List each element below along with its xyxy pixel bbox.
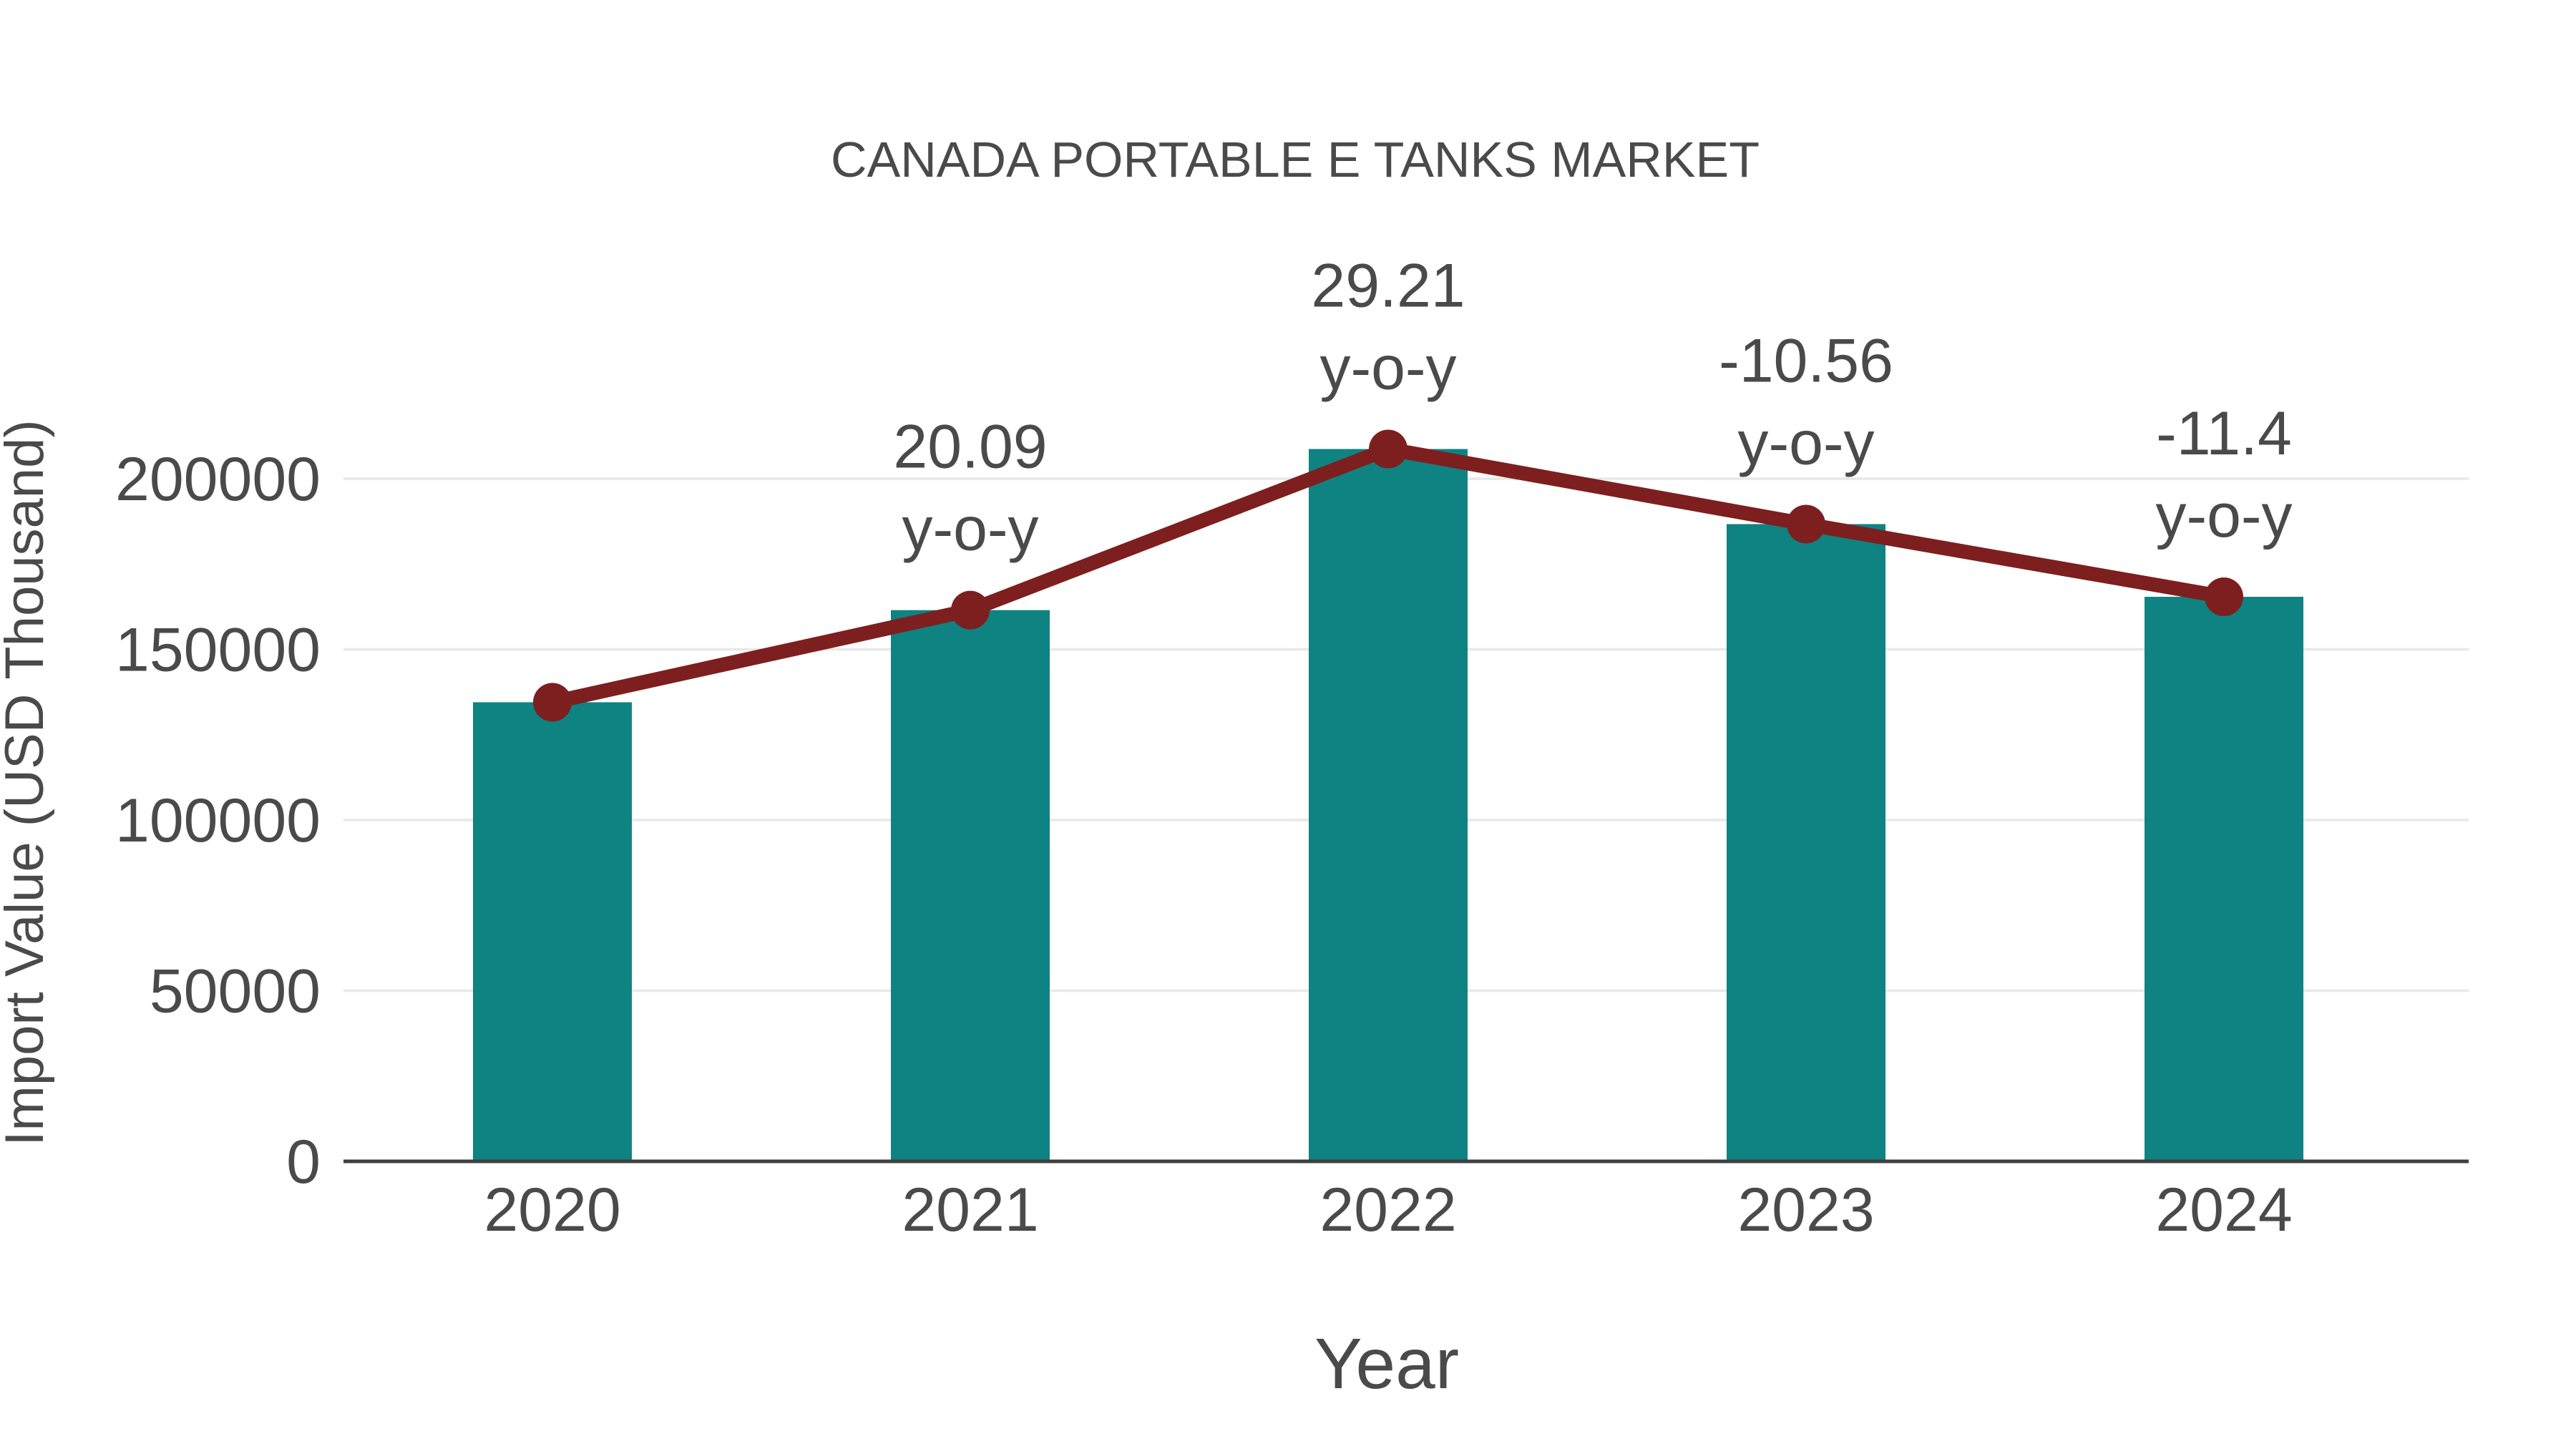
x-axis-title: Year [1314,1324,1459,1404]
bars-group [473,449,2303,1161]
markers-group [533,429,2243,722]
ytick-label-50000: 50000 [150,957,321,1026]
ytick-labels-group: 0 50000 100000 150000 200000 [115,445,321,1196]
annotations-group: 20.09 y-o-y 29.21 y-o-y -10.56 y-o-y -11.4 y-o-… [893,252,2292,564]
bar-2020 [473,702,632,1161]
xtick-labels-group: 2020 2021 2022 2023 2024 [484,1176,2292,1244]
xtick-label-2023: 2023 [1737,1176,1874,1244]
marker-2023 [1787,504,1825,544]
chart-title: CANADA PORTABLE E TANKS MARKET [831,132,1760,187]
xtick-label-2020: 2020 [484,1176,620,1244]
marker-2022 [1369,429,1407,469]
marker-2020 [533,683,572,722]
annotation-value-2024: -11.4 [2156,399,2292,468]
annotation-value-2022: 29.21 [1311,252,1465,321]
bar-2024 [2145,597,2303,1161]
bar-2021 [891,610,1050,1161]
annotation-suffix-2024: y-o-y [2155,482,2292,550]
bar-2023 [1727,524,1885,1161]
y-axis-title: Import Value (USD Thousand) [0,419,55,1146]
ytick-label-100000: 100000 [115,786,321,855]
annotation-value-2021: 20.09 [893,413,1047,482]
marker-2024 [2205,577,2243,617]
xtick-label-2022: 2022 [1319,1176,1456,1244]
ytick-label-200000: 200000 [115,445,321,514]
ytick-label-150000: 150000 [115,616,321,685]
marker-2021 [951,590,990,630]
annotation-suffix-2022: y-o-y [1319,334,1456,403]
annotation-value-2023: -10.56 [1719,326,1893,395]
annotation-suffix-2023: y-o-y [1737,409,1874,477]
ytick-label-0: 0 [286,1128,321,1196]
xtick-label-2024: 2024 [2155,1176,2292,1244]
bar-2022 [1309,449,1468,1161]
annotation-suffix-2021: y-o-y [902,495,1038,564]
xtick-label-2021: 2021 [902,1176,1038,1244]
